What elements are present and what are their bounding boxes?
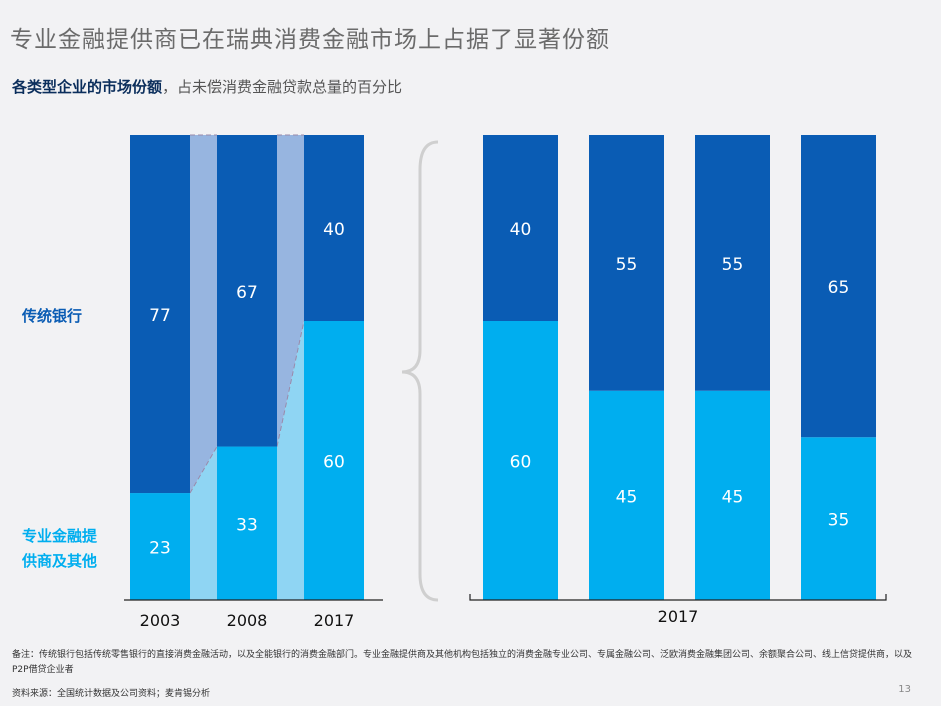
legend-specialist-line2: 供商及其他	[21, 552, 97, 570]
bar-traditional-1-3	[801, 135, 876, 438]
connector-traditional-0	[190, 135, 217, 494]
value-label-traditional-0-0: 77	[149, 306, 171, 326]
chart-subtitle: 各类型企业的市场份额，占未偿消费金融贷款总量的百分比	[12, 76, 402, 97]
page-number: 13	[898, 684, 911, 695]
legend-traditional: 传统银行	[21, 307, 82, 325]
connectors-layer	[189, 134, 305, 600]
x-axis-bracket-right	[469, 594, 887, 601]
value-label-specialist-1-3: 35	[828, 511, 850, 531]
value-label-traditional-0-2: 40	[323, 220, 345, 240]
page-title: 专业金融提供商已在瑞典消费金融市场上占据了显著份额	[10, 27, 610, 53]
value-label-traditional-0-1: 67	[236, 283, 258, 303]
bar-specialist-0-0	[130, 493, 190, 600]
brace	[401, 140, 439, 602]
bar-specialist-1-2	[695, 390, 770, 600]
value-label-traditional-1-0: 40	[510, 220, 532, 240]
bar-specialist-1-0	[483, 321, 558, 600]
bar-specialist-1-3	[801, 437, 876, 600]
value-label-specialist-1-0: 60	[510, 453, 532, 473]
category-label-0-0: 2003	[140, 611, 181, 630]
connector-dash-1	[276, 320, 305, 447]
connector-dash-0	[189, 446, 218, 494]
value-label-specialist-0-0: 23	[149, 539, 171, 559]
category-label-0-1: 2008	[227, 611, 268, 630]
labels-layer: 23 77 2003 33 67 2008 60 40 2017 60 40 45 55 45 55 35 65…	[140, 220, 850, 630]
value-label-specialist-1-1: 45	[616, 487, 638, 507]
bar-traditional-0-1	[217, 135, 277, 447]
category-label-0-2: 2017	[314, 611, 355, 630]
bar-specialist-0-1	[217, 446, 277, 600]
market-share-chart: 23 77 2003 33 67 2008 60 40 2017 60 40 45 55 45 55 35 65…	[21, 134, 887, 630]
value-label-traditional-1-2: 55	[722, 255, 744, 275]
legend-specialist-line1: 专业金融提	[22, 527, 98, 545]
value-label-specialist-0-2: 60	[323, 453, 345, 473]
bar-traditional-1-1	[589, 135, 664, 391]
footnote: 备注：传统银行包括传统零售银行的直接消费金融活动，以及全能银行的消费金融部门。专…	[12, 650, 913, 675]
bar-specialist-1-1	[589, 390, 664, 600]
bar-traditional-1-2	[695, 135, 770, 391]
value-label-specialist-0-1: 33	[236, 515, 258, 535]
bars-layer	[130, 135, 876, 600]
bar-traditional-0-0	[130, 135, 190, 494]
bar-specialist-0-2	[304, 321, 364, 600]
connector-specialist-1	[277, 321, 304, 600]
subtitle-bold: 各类型企业的市场份额	[12, 78, 163, 96]
subtitle-rest: ，占未偿消费金融贷款总量的百分比	[162, 78, 403, 96]
connector-specialist-0	[190, 446, 217, 600]
x-axis-label-right: 2017	[658, 607, 699, 626]
source-note: 资料来源：全国统计数据及公司资料；麦肯锡分析	[12, 689, 211, 699]
bar-traditional-0-2	[304, 135, 364, 321]
value-label-traditional-1-3: 65	[828, 278, 850, 298]
bar-traditional-1-0	[483, 135, 558, 321]
value-label-traditional-1-1: 55	[616, 255, 638, 275]
connector-traditional-1	[277, 135, 304, 447]
value-label-specialist-1-2: 45	[722, 487, 744, 507]
